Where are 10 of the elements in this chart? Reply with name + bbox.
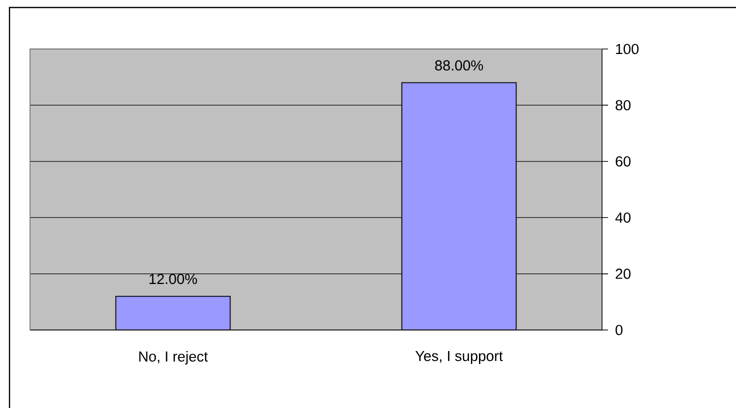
y-tick-label: 60 <box>616 156 631 167</box>
x-tick-label: No, I reject <box>139 351 208 364</box>
y-tick-label: 40 <box>615 212 631 223</box>
x-tick-label: Yes, I support <box>415 351 503 364</box>
y-tick-label: 100 <box>616 44 639 54</box>
y-tick-label: 0 <box>616 324 622 336</box>
data-label: 12.00% <box>150 274 197 284</box>
y-tick-label: 20 <box>616 268 631 279</box>
y-tick-label: 80 <box>616 100 631 110</box>
data-label: 88.00% <box>435 60 483 71</box>
